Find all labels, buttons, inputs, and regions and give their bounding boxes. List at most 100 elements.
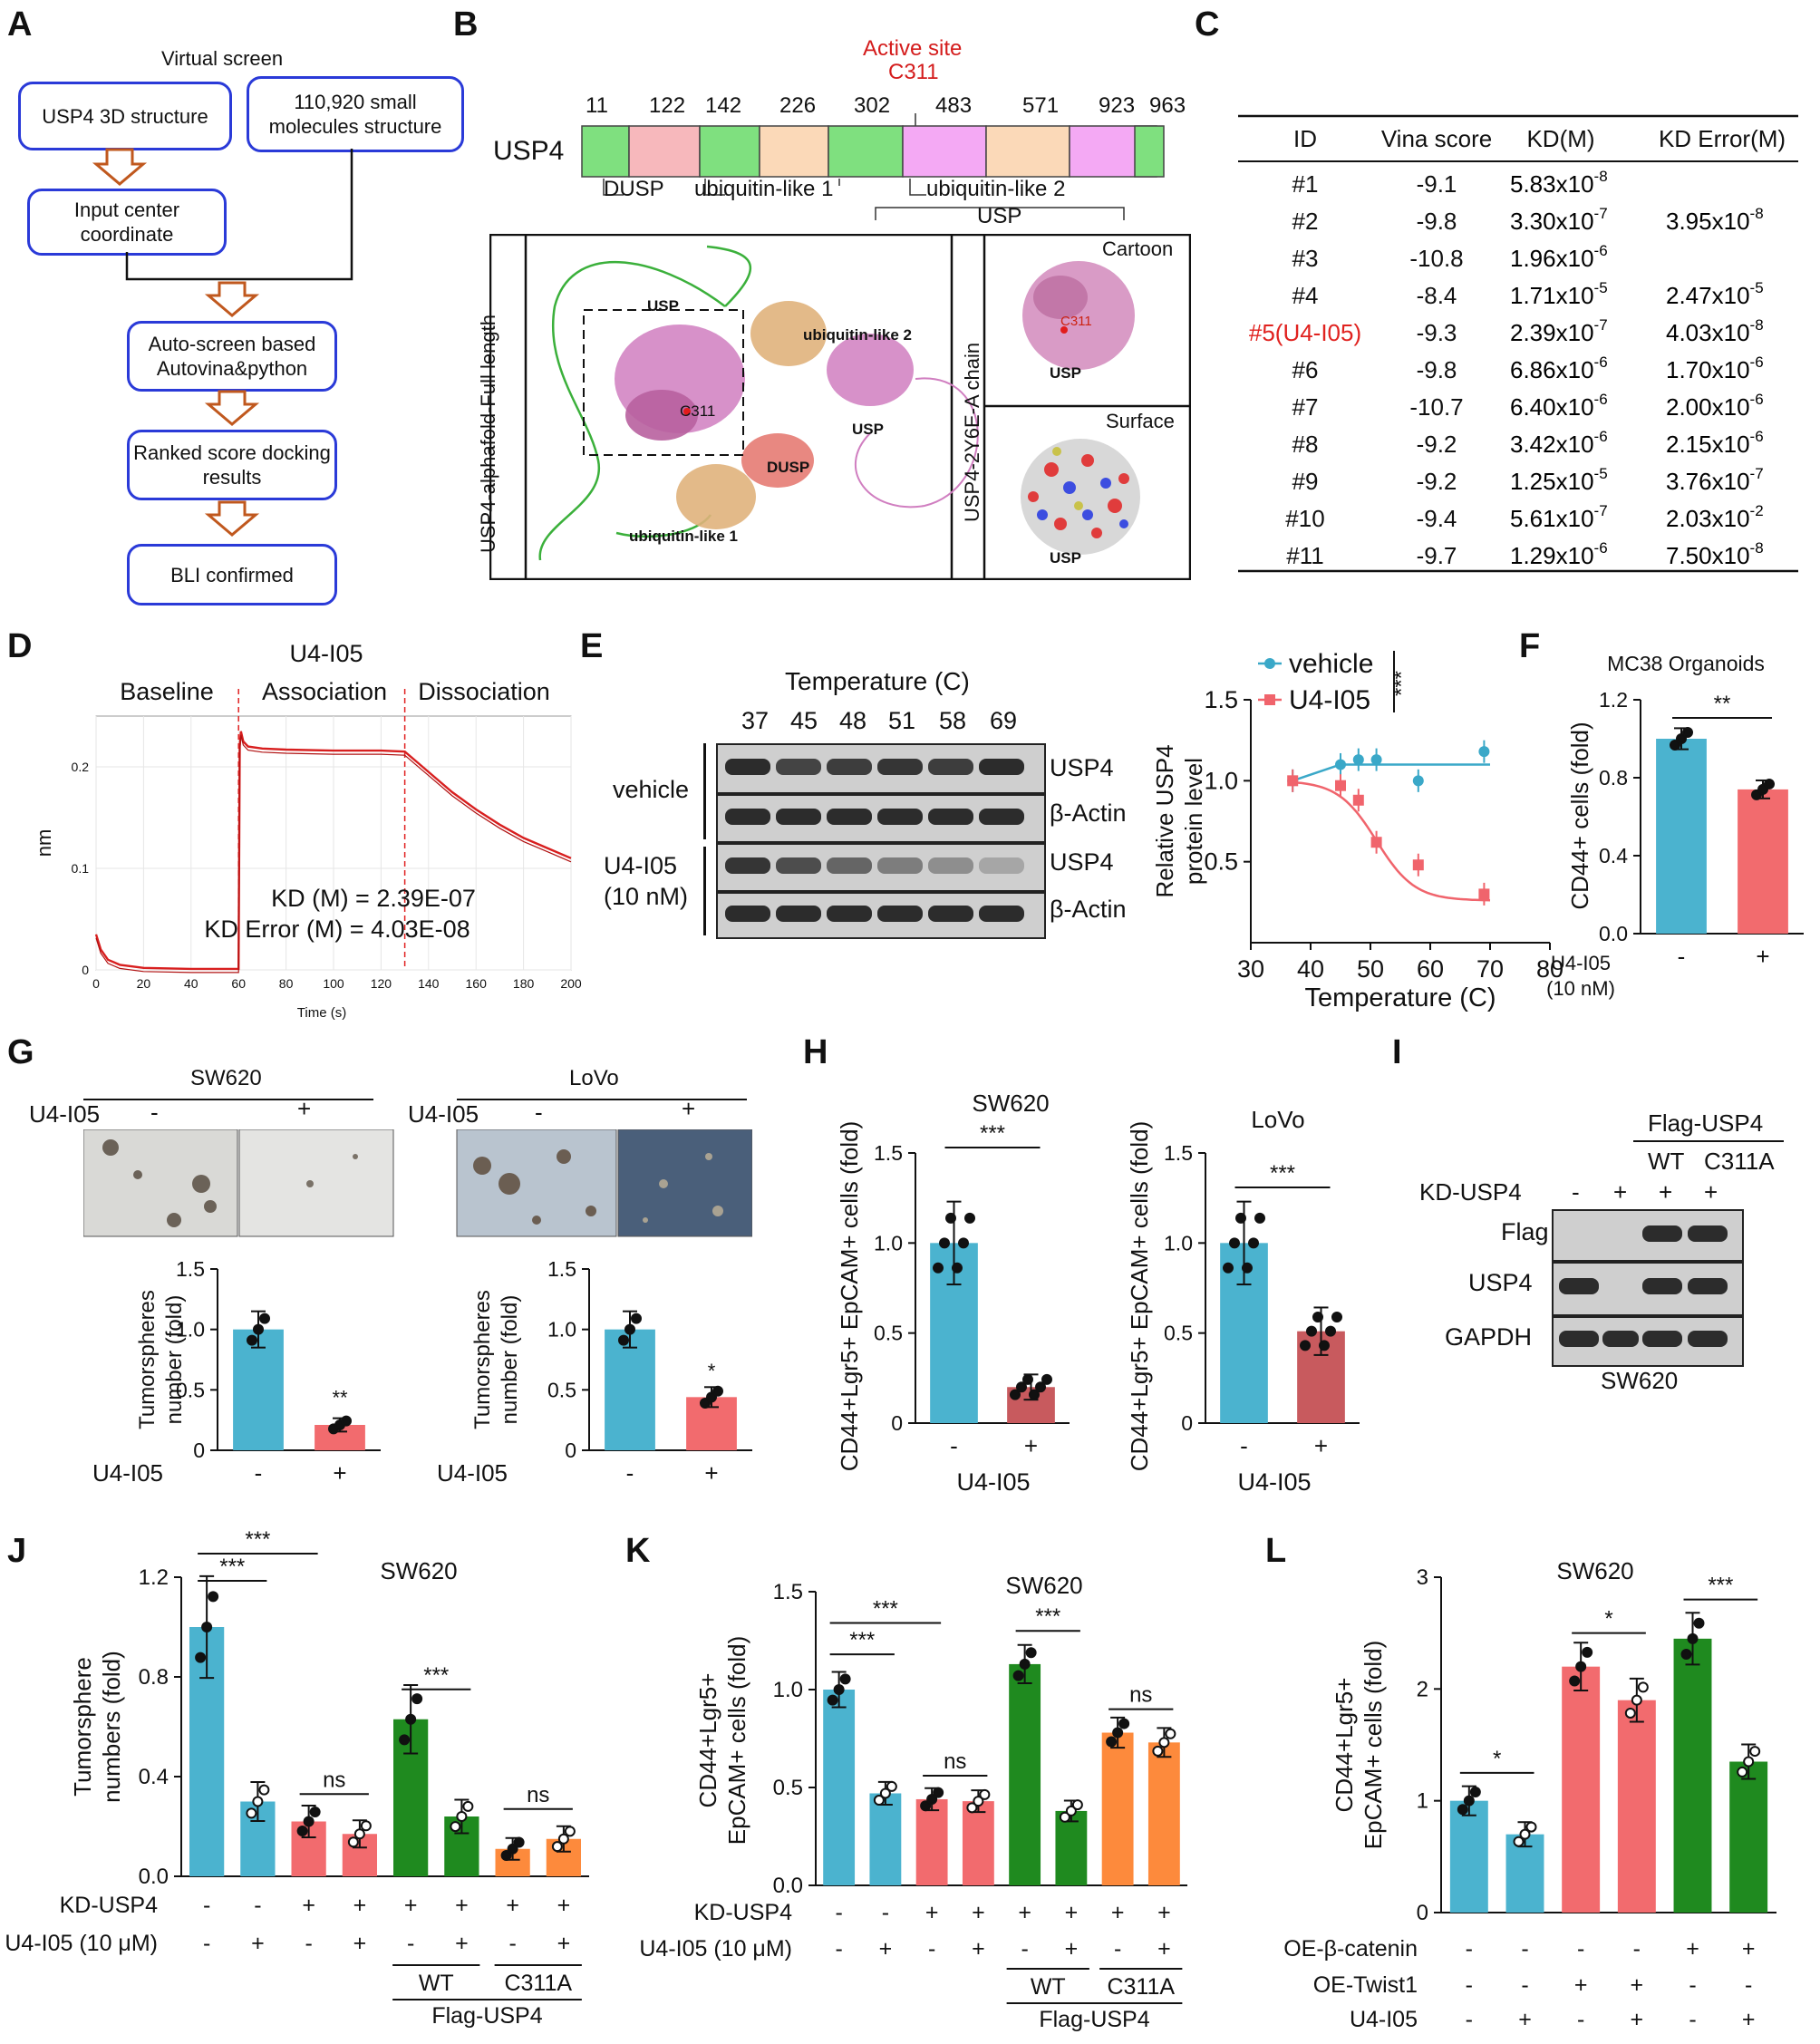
K-datapoint: [926, 1793, 938, 1805]
g-treat-label-2: U4-I05: [408, 1100, 479, 1128]
G1-ytick: 1.5: [176, 1257, 205, 1281]
b-pos-923: 923: [1099, 93, 1136, 118]
L-datapoint: [1463, 1795, 1475, 1807]
L-datapoint: [1575, 1661, 1587, 1672]
G1-treat-label: U4-I05: [92, 1459, 163, 1487]
d-sensorgram: 0 20 40 60 80 100 120 140 160 180 200 0 0.1 0.2 U4-I05…: [33, 640, 582, 1021]
J-datapoint: [208, 1591, 219, 1603]
F-title: MC38 Organoids: [1607, 652, 1765, 675]
J-ytick: 0.8: [139, 1665, 169, 1690]
K-bar: [1009, 1663, 1041, 1885]
L-datapoint: [1469, 1787, 1481, 1798]
i-usp4-label: USP4: [1468, 1269, 1533, 1296]
H2-ytick: 1.0: [1164, 1231, 1193, 1254]
F-dose-label: (10 nM): [1546, 977, 1615, 1000]
K-bar: [962, 1801, 994, 1885]
G2-sig: *: [708, 1360, 716, 1382]
G2-bar: [605, 1329, 655, 1450]
c-row-kd-exp: -5: [1594, 465, 1608, 482]
b-right-vertical: USP4-2Y6E-A chain: [961, 342, 983, 522]
c-row-vina: -9.8: [1417, 208, 1457, 235]
H1-datapoint: [1016, 1381, 1027, 1393]
L-ylabel-1: CD44+Lgr5+: [1331, 1678, 1358, 1813]
c-row-vina: -9.2: [1417, 468, 1457, 495]
c-row-id: #4: [1292, 282, 1319, 309]
e-usp4-label-1: USP4: [1050, 754, 1114, 781]
i-band-usp4-ctrl: [1559, 1278, 1599, 1294]
a-arrow-4: [204, 500, 260, 537]
F-bar: [1738, 789, 1788, 934]
J-row-value: -: [305, 1931, 312, 1956]
J-sig-label: ns: [527, 1783, 549, 1807]
L-row-value: -: [1466, 2007, 1473, 2032]
c-row-id: #6: [1292, 356, 1319, 383]
c-row-kd: 1.96x10-6: [1510, 242, 1608, 272]
G1-ytick: 1.0: [176, 1318, 205, 1342]
J-row-value: +: [557, 1931, 571, 1956]
K-sig-label: ***: [849, 1628, 875, 1652]
e-band: [776, 857, 821, 874]
e-ytick: 1.5: [1204, 686, 1238, 713]
F-ytick: 0.4: [1599, 844, 1628, 867]
b-seg-green-1: [581, 125, 630, 178]
i-flag-line: [1633, 1140, 1784, 1142]
c-row-err-exp: -6: [1750, 391, 1764, 408]
G2-datapoint: [624, 1323, 635, 1335]
K-group-label: Flag-USP4: [1039, 2007, 1149, 2032]
e-band: [776, 906, 821, 922]
d-phase-baseline: Baseline: [120, 678, 214, 705]
K-datapoint: [966, 1802, 978, 1814]
b-seg-green-3: [828, 125, 904, 178]
L-row-value: +: [1631, 1972, 1644, 1998]
b-pos-142: 142: [705, 93, 742, 118]
K-bar: [823, 1690, 856, 1885]
K-datapoint: [873, 1795, 885, 1807]
d-xtick: 0: [92, 976, 100, 991]
b-surface-label: Surface: [1106, 410, 1175, 432]
c-row-err: 3.95x10-8: [1666, 205, 1764, 235]
g-line-2: [457, 1099, 747, 1100]
e-dose-label: (10 nM): [604, 883, 689, 910]
c-row-err: 2.15x10-6: [1666, 428, 1764, 458]
b-seg-green-2: [699, 125, 760, 178]
i-lane-1: -: [1572, 1178, 1580, 1206]
H1-datapoint: [933, 1262, 944, 1274]
e-xtick: 70: [1476, 955, 1504, 983]
F-category: -: [1678, 943, 1686, 970]
d-ytick: 0.1: [72, 861, 90, 876]
e-band: [928, 759, 973, 775]
H1-ytick: 0: [891, 1411, 903, 1435]
K-row-value: +: [1065, 1936, 1079, 1962]
H2-datapoint: [1223, 1262, 1234, 1274]
L-row-label: OE-Twist1: [1313, 1972, 1418, 1998]
c-row-id: #9: [1292, 468, 1319, 495]
K-datapoint: [1012, 1670, 1024, 1681]
e-legend-marker-2: [1264, 694, 1275, 705]
K-ytick: 1.5: [773, 1580, 803, 1604]
panel-label-k: K: [625, 1532, 651, 1570]
b-cartoon-c311: C311: [1060, 314, 1092, 329]
e-drug-point: [1370, 837, 1382, 848]
K-datapoint: [1065, 1805, 1077, 1816]
L-bar: [1617, 1700, 1656, 1913]
H1-datapoint: [964, 1212, 975, 1224]
b-label-usp: USP: [977, 204, 1022, 228]
J-row-label: KD-USP4: [60, 1893, 158, 1918]
K-sig-label: ns: [944, 1749, 966, 1774]
d-fit-curve: [95, 734, 572, 974]
K-sig-label: ***: [873, 1597, 898, 1622]
J-sig-label: ***: [219, 1555, 245, 1579]
H2-datapoint: [1306, 1325, 1317, 1337]
c-row-kd-exp: -6: [1594, 354, 1608, 371]
K-datapoint: [1165, 1728, 1176, 1739]
G2-ytick: 1.0: [547, 1318, 576, 1342]
L-bar: [1673, 1638, 1712, 1913]
G2-datapoint: [631, 1313, 642, 1324]
e-actin-label-1: β-Actin: [1050, 799, 1127, 827]
c-row-err: 4.03x10-8: [1666, 316, 1764, 346]
i-lane-4: +: [1704, 1178, 1718, 1206]
L-datapoint: [1569, 1675, 1581, 1687]
G2-treat-label: U4-I05: [437, 1459, 508, 1487]
e-temp-45: 45: [790, 707, 818, 734]
L-row-value: -: [1466, 1972, 1473, 1998]
